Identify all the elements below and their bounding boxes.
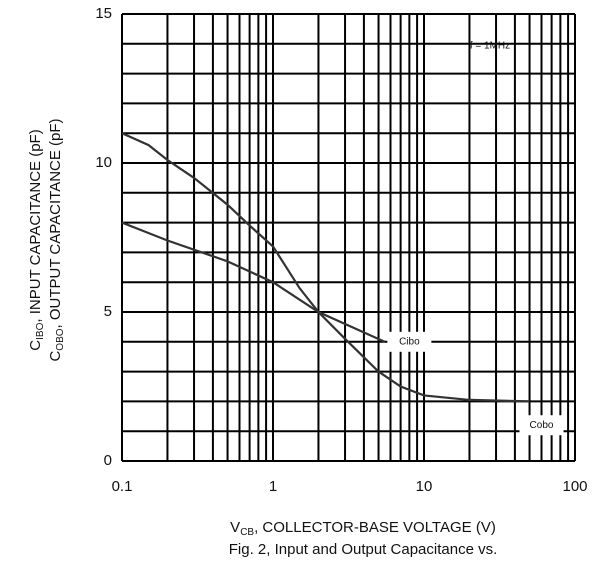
x-label-sub: CB bbox=[240, 527, 254, 538]
y-tick-label: 5 bbox=[104, 303, 112, 320]
y-label-rest: , OUTPUT CAPACITANCE (pF) bbox=[47, 118, 64, 328]
x-tick-label: 100 bbox=[562, 478, 587, 495]
y-label-sub: OBO bbox=[55, 328, 66, 350]
series-label-box bbox=[519, 415, 564, 436]
x-label-main: V bbox=[230, 519, 240, 536]
y-axis-label: CIBO, INPUT CAPACITANCE (pF) bbox=[27, 129, 46, 350]
y-label-rest: , INPUT CAPACITANCE (pF) bbox=[27, 129, 44, 322]
series-label: Cibo bbox=[399, 336, 420, 347]
series-line bbox=[121, 132, 530, 403]
x-tick-label: 0.1 bbox=[112, 478, 133, 495]
series-label: Cobo bbox=[530, 420, 554, 431]
x-axis-label: VCB, COLLECTOR-BASE VOLTAGE (V) bbox=[230, 519, 496, 538]
x-tick-label: 1 bbox=[269, 478, 277, 495]
series-line bbox=[121, 221, 386, 343]
y-label-sub: IBO bbox=[35, 322, 46, 339]
x-tick-label: 10 bbox=[416, 478, 433, 495]
y-label-main: C bbox=[27, 340, 44, 351]
series-label-box bbox=[387, 331, 432, 352]
y-label-main: C bbox=[47, 351, 64, 362]
y-axis-label: COBO, OUTPUT CAPACITANCE (pF) bbox=[47, 118, 66, 361]
y-tick-label: 10 bbox=[95, 154, 112, 171]
y-tick-label: 0 bbox=[104, 452, 112, 469]
y-tick-label: 15 bbox=[95, 5, 112, 22]
annotation: f = 1MHz bbox=[470, 41, 510, 52]
x-label-rest: , COLLECTOR-BASE VOLTAGE (V) bbox=[254, 519, 496, 536]
caption: Fig. 2, Input and Output Capacitance vs. bbox=[229, 541, 498, 558]
